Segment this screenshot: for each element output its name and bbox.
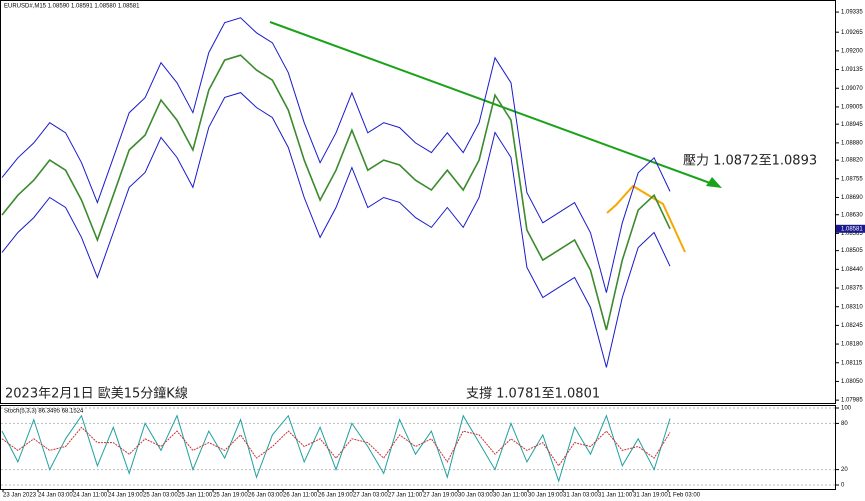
y-tick-label: 1.09200 <box>841 48 863 54</box>
y-tick-label: 1.08565 <box>841 231 863 237</box>
y-tick-label: 1.08050 <box>841 379 863 385</box>
stoch-header: Stoch(5,3,3) 86.3495 68.1524 <box>4 409 84 415</box>
y-tick-label: 1.08245 <box>841 323 863 329</box>
price-tag-label: 1.08581 <box>841 226 863 232</box>
y-tick-label: 1.08180 <box>841 342 863 348</box>
y-tick-label: 0 <box>841 483 845 489</box>
x-tick-label: 25 Jan 11:00 <box>178 493 213 499</box>
y-tick-label: 1.08820 <box>841 158 863 164</box>
series-line <box>1 17 671 293</box>
x-tick-label: 30 Jan 11:00 <box>493 493 528 499</box>
x-tick-label: 23 Jan 2023 <box>3 493 37 499</box>
x-tick-label: 24 Jan 03:00 <box>38 493 73 499</box>
y-tick-label: 1.09070 <box>841 86 863 92</box>
x-tick-label: 27 Jan 19:00 <box>423 493 458 499</box>
annotation: 2023年2月1日 歐美15分鐘K線 <box>5 386 188 402</box>
pattern-line <box>606 184 686 253</box>
series-line <box>1 414 671 483</box>
y-tick-label: 1.08755 <box>841 176 863 182</box>
annotation: 支撐 1.0781至1.0801 <box>466 387 600 402</box>
y-tick-label: 1.09265 <box>841 30 863 36</box>
y-tick-label: 1.08945 <box>841 122 863 128</box>
y-tick-label: 1.08690 <box>841 195 863 201</box>
x-tick-label: 26 Jan 11:00 <box>283 493 318 499</box>
x-tick-label: 27 Jan 11:00 <box>388 493 423 499</box>
x-tick-label: 1 Feb 03:00 <box>668 493 701 499</box>
y-tick-label: 80 <box>841 421 848 427</box>
series-line <box>1 54 671 331</box>
x-tick-label: 31 Jan 03:00 <box>563 493 598 499</box>
y-tick-label: 1.08630 <box>841 212 863 218</box>
x-tick-label: 25 Jan 19:00 <box>213 493 248 499</box>
y-tick-label: 1.08880 <box>841 140 863 146</box>
x-tick-label: 27 Jan 03:00 <box>353 493 388 499</box>
x-tick-label: 26 Jan 19:00 <box>318 493 353 499</box>
header: EURUSD#,M15 1.08590 1.08591 1.08580 1.08… <box>4 4 140 10</box>
x-tick-label: 30 Jan 03:00 <box>458 493 493 499</box>
annotation: 壓力 1.0872至1.0893 <box>683 154 817 169</box>
stoch-frame <box>0 405 836 490</box>
y-tick-label: 1.08115 <box>841 360 863 366</box>
x-tick-label: 24 Jan 11:00 <box>73 493 108 499</box>
trend-line <box>269 21 711 184</box>
x-tick-label: 30 Jan 19:00 <box>528 493 563 499</box>
y-tick-label: 1.08440 <box>841 267 863 273</box>
y-tick-label: 1.09135 <box>841 67 863 73</box>
y-tick-label: 1.09005 <box>841 105 863 111</box>
series-line <box>1 426 671 467</box>
x-tick-label: 24 Jan 19:00 <box>108 493 143 499</box>
series-line <box>1 92 671 368</box>
y-tick-label: 100 <box>841 406 852 412</box>
x-tick-label: 31 Jan 19:00 <box>633 493 668 499</box>
x-tick-label: 31 Jan 11:00 <box>598 493 633 499</box>
y-tick-label: 1.08505 <box>841 248 863 254</box>
main-frame <box>0 0 836 404</box>
x-tick-label: 25 Jan 03:00 <box>143 493 178 499</box>
x-tick-label: 26 Jan 03:00 <box>248 493 283 499</box>
trend-arrow <box>706 177 722 188</box>
y-tick-label: 1.07985 <box>841 398 863 404</box>
price-tag <box>836 224 865 233</box>
y-tick-label: 20 <box>841 467 848 473</box>
y-tick-label: 1.09335 <box>841 10 863 16</box>
y-tick-label: 1.08310 <box>841 304 863 310</box>
y-tick-label: 1.08375 <box>841 286 863 292</box>
